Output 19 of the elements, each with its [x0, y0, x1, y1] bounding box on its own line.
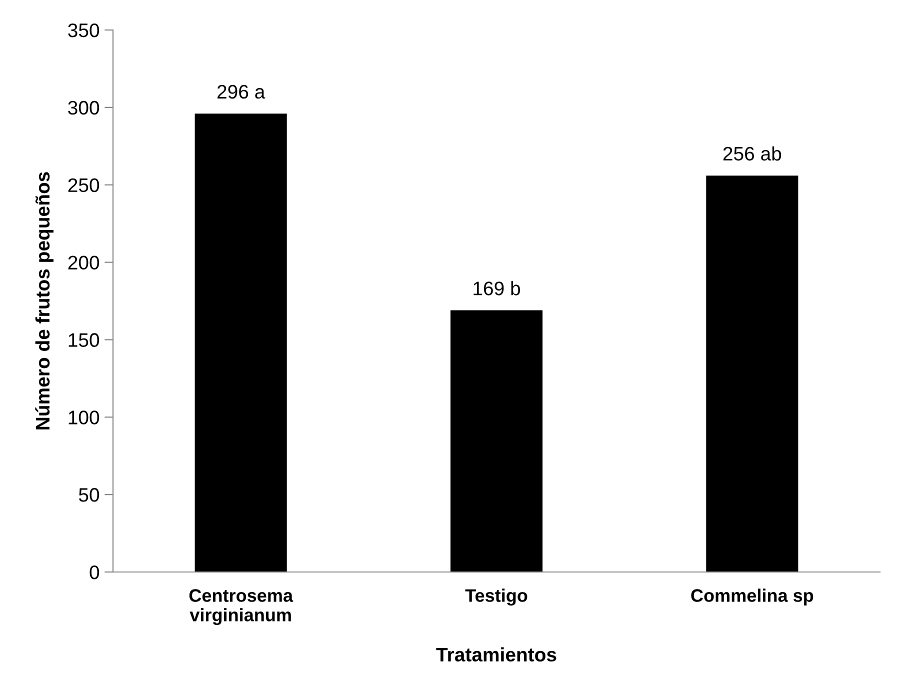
x-tick-label: Commelina sp	[691, 588, 814, 606]
bar	[450, 310, 543, 572]
data-label: 169 b	[474, 281, 520, 296]
y-tick-label: 0	[90, 565, 100, 580]
y-tick-label: 350	[68, 23, 100, 38]
y-tick-label: 150	[68, 333, 100, 347]
bar	[194, 114, 287, 572]
y-tick-label: 200	[68, 256, 100, 270]
y-tick-label: 100	[68, 410, 100, 424]
x-axis-title: Tratamientos	[436, 647, 556, 662]
x-tick-label: Centrosema virginianum	[189, 589, 294, 626]
bar	[706, 176, 798, 572]
data-label: 256 ab	[723, 146, 782, 161]
y-tick-label: 300	[68, 100, 100, 115]
y-tick-label: 250	[68, 178, 100, 192]
data-label: 296 a	[217, 84, 266, 99]
y-tick-label: 50	[78, 488, 100, 502]
y-axis-title: Número de frutos pequeños	[35, 172, 54, 430]
x-tick-label: Testigo	[465, 588, 528, 606]
